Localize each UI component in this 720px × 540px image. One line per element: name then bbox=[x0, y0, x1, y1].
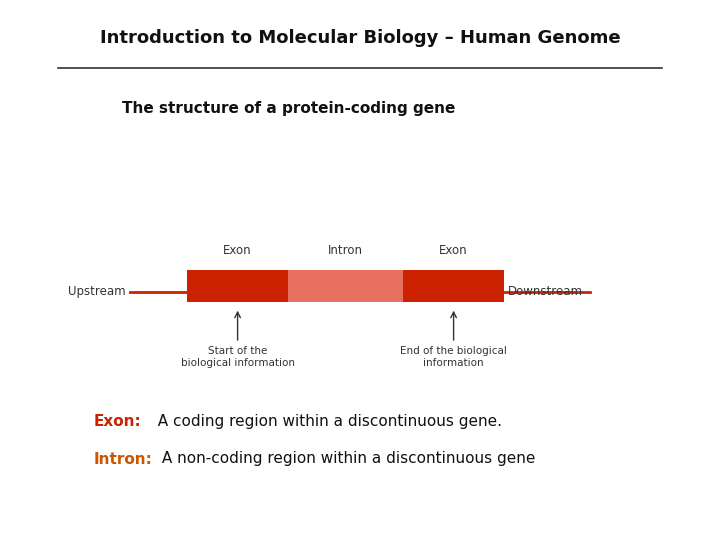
Text: A non-coding region within a discontinuous gene: A non-coding region within a discontinuo… bbox=[157, 451, 536, 467]
Text: Downstream: Downstream bbox=[508, 285, 582, 298]
FancyBboxPatch shape bbox=[187, 270, 288, 302]
Text: Exon: Exon bbox=[223, 244, 252, 256]
Text: Exon: Exon bbox=[439, 244, 468, 256]
Text: Introduction to Molecular Biology – Human Genome: Introduction to Molecular Biology – Huma… bbox=[99, 29, 621, 47]
Text: Intron:: Intron: bbox=[94, 451, 153, 467]
FancyBboxPatch shape bbox=[288, 270, 403, 302]
Text: A coding region within a discontinuous gene.: A coding region within a discontinuous g… bbox=[148, 414, 502, 429]
Text: Exon:: Exon: bbox=[94, 414, 141, 429]
Text: End of the biological
information: End of the biological information bbox=[400, 346, 507, 368]
Text: The structure of a protein-coding gene: The structure of a protein-coding gene bbox=[122, 100, 456, 116]
Text: Start of the
biological information: Start of the biological information bbox=[181, 346, 294, 368]
Text: Intron: Intron bbox=[328, 244, 363, 256]
FancyBboxPatch shape bbox=[403, 270, 504, 302]
Text: Upstream: Upstream bbox=[68, 285, 126, 298]
